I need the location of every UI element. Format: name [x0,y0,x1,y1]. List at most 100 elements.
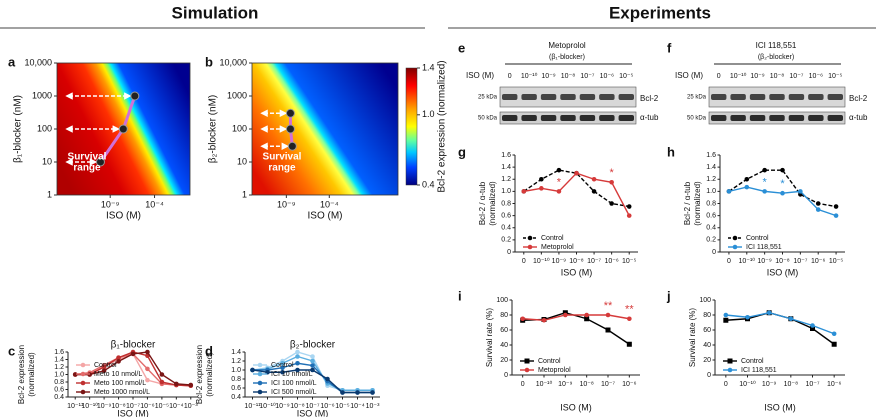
y-tick-label: 0.6 [54,386,64,393]
band [502,94,518,100]
section-heading: Simulation [172,3,259,22]
data-marker [250,367,255,373]
legend-marker [257,389,263,395]
panel-label: a [8,54,16,69]
x-tick-label: 10⁻⁸ [290,403,304,410]
significance-mark: * [610,167,615,179]
x-tick-label: 10⁻⁵ [622,258,636,265]
lane-label: 10⁻⁶ [809,73,823,80]
data-marker [744,184,750,190]
data-marker [310,367,315,373]
band [788,115,805,121]
boundary-point [130,91,140,101]
data-marker [605,312,611,318]
data-marker [591,189,597,194]
band [560,115,576,121]
y-axis-label: (normalized) [205,352,214,397]
x-tick-label: 10⁻⁷ [793,258,807,265]
y-tick-label: 0.4 [54,394,64,401]
legend-marker [257,380,263,386]
data-marker [627,316,632,322]
x-tick-label: 10⁻⁶ [320,403,334,410]
data-marker [541,317,547,323]
y-tick-label: 20 [500,357,508,364]
band [827,115,843,121]
data-marker [831,331,837,337]
panel-label: i [458,288,462,303]
data-marker [145,366,150,372]
data-marker [188,382,194,388]
x-tick-label: 10⁻⁸ [784,381,798,388]
data-marker [780,167,785,173]
data-marker [798,189,803,194]
y-tick-label: 60 [500,327,508,334]
x-axis-label: ISO (M) [560,402,592,412]
data-marker [101,364,107,370]
band [618,115,634,121]
data-marker [584,316,590,322]
x-tick-label: 10⁻⁴ [169,403,184,410]
chart-title: β₂-blocker [290,340,336,351]
y-axis-label: (normalized) [488,181,497,226]
size-marker: 50 kDa [478,116,498,122]
band [711,94,727,100]
data-marker [116,355,121,360]
data-marker [325,376,330,382]
data-marker [563,312,568,318]
y-tick-label: 1000 [227,90,247,100]
annotation: Survival [263,152,302,163]
boundary-point [287,141,297,151]
data-marker [766,310,772,316]
y-tick-label: 40 [703,342,711,349]
data-marker [831,341,837,347]
band [521,94,537,100]
data-marker [815,207,821,212]
y-tick-label: 40 [500,342,508,349]
x-tick-label: 0 [727,258,731,265]
x-tick-label: 10⁻¹⁰ [739,380,756,388]
x-tick-label: 10⁻⁴ [145,199,164,209]
x-tick-label: 10⁻⁹ [552,258,566,265]
band [560,94,576,100]
y-axis-label: β₂-blocker (nM) [208,95,219,164]
boundary-point [285,124,295,134]
y-tick-label: 1.0 [501,188,511,195]
y-tick-label: 10 [42,156,52,166]
colorbar-tick-label: 1.4 [422,62,435,72]
x-tick-label: 10⁻⁹ [97,403,111,410]
data-marker [295,360,300,366]
y-tick-label: 100 [232,123,247,133]
y-tick-label: 0 [504,372,508,379]
data-marker [116,359,121,364]
y-tick-label: 1.4 [54,356,64,363]
legend-label: ICI 118,551 [746,244,782,251]
data-marker [744,176,750,182]
y-tick-label: 1000 [32,90,52,100]
lane-label: 10⁻⁸ [561,73,575,80]
x-tick-label: 10⁻³ [184,403,198,410]
data-marker [521,189,527,194]
x-tick-label: 10⁻⁹ [558,381,572,388]
band [730,94,746,100]
size-marker: 50 kDa [687,116,707,122]
legend-marker [257,362,263,368]
y-tick-label: 1.4 [706,164,716,171]
x-tick-label: 10⁻⁴ [350,403,365,410]
y-tick-label: 0.2 [706,237,716,244]
x-tick-label: 10⁻¹¹ [244,403,261,410]
panel-label: f [667,40,672,55]
lane-label: 0 [508,73,512,80]
colorbar-label: Bcl-2 expression (normalized) [437,60,448,192]
x-tick-label: 0 [724,381,728,388]
x-tick-label: 10⁻¹¹ [67,403,84,410]
lane-label: 10⁻⁵ [828,73,842,80]
y-tick-label: 0.4 [501,225,511,232]
x-tick-label: 10⁻⁶ [811,258,825,265]
band [579,94,596,100]
lane-label: 10⁻⁷ [580,73,594,80]
data-marker [310,358,315,364]
band [827,94,843,100]
data-marker [310,363,315,368]
data-marker [833,204,839,209]
data-marker [626,341,632,347]
